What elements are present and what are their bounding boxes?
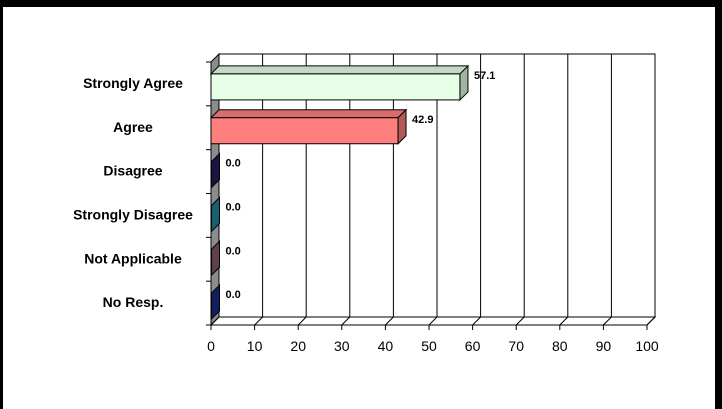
bar-end [211, 152, 220, 189]
bar-end [211, 240, 220, 277]
floor-gridline [646, 316, 656, 326]
x-tick-label: 80 [552, 338, 568, 354]
category-label: Not Applicable [84, 250, 182, 266]
data-label: 42.9 [412, 114, 433, 126]
x-tick-label: 30 [334, 338, 350, 354]
bar-top [209, 65, 470, 75]
x-tick-label: 100 [635, 338, 659, 354]
floor-gridline [210, 316, 220, 326]
bar [211, 240, 220, 277]
floor-gridline [559, 316, 569, 326]
data-label: 0.0 [226, 245, 241, 257]
category-label: Strongly Disagree [73, 206, 193, 222]
floor-gridline [472, 316, 481, 326]
floor-gridline [254, 316, 263, 326]
x-tick-labels: 0 10 20 30 40 50 60 70 80 90 100 [207, 338, 659, 354]
bar [211, 283, 220, 321]
x-tick-label: 90 [596, 338, 612, 354]
bar-end [397, 108, 407, 145]
x-tick-label: 0 [207, 338, 215, 354]
floor-gridline [297, 316, 307, 326]
bar-front [210, 73, 461, 101]
bar-end [459, 64, 469, 102]
x-tick-label: 10 [247, 338, 263, 354]
data-labels: 57.1 42.9 0.0 0.0 0.0 0.0 [226, 70, 496, 301]
x-tick-label: 50 [421, 338, 437, 354]
data-label: 57.1 [474, 70, 495, 82]
floor-gridline [603, 316, 612, 326]
category-label: No Resp. [103, 294, 164, 310]
category-label: Strongly Agree [83, 75, 183, 91]
category-labels: Strongly Agree Agree Disagree Strongly Disa… [73, 75, 193, 310]
category-label: Agree [113, 119, 153, 135]
x-tick-label: 60 [465, 338, 481, 354]
bar-end [211, 196, 220, 233]
bar-top [209, 109, 408, 119]
bars [209, 64, 470, 321]
bar-front [210, 117, 399, 145]
floor-gridline [385, 316, 394, 326]
floor-gridline [515, 316, 525, 326]
data-label: 0.0 [226, 158, 241, 170]
data-label: 0.0 [226, 201, 241, 213]
bar [209, 64, 470, 102]
x-tick-label: 70 [508, 338, 524, 354]
floor-gridline [341, 316, 351, 326]
x-tick-label: 20 [290, 338, 306, 354]
bar [211, 196, 220, 233]
category-label: Disagree [103, 163, 162, 179]
x-tick-label: 40 [378, 338, 394, 354]
floor-gridline [428, 316, 438, 326]
bar [209, 108, 408, 145]
bar [211, 152, 220, 189]
data-label: 0.0 [226, 289, 241, 301]
bar-end [211, 283, 220, 321]
